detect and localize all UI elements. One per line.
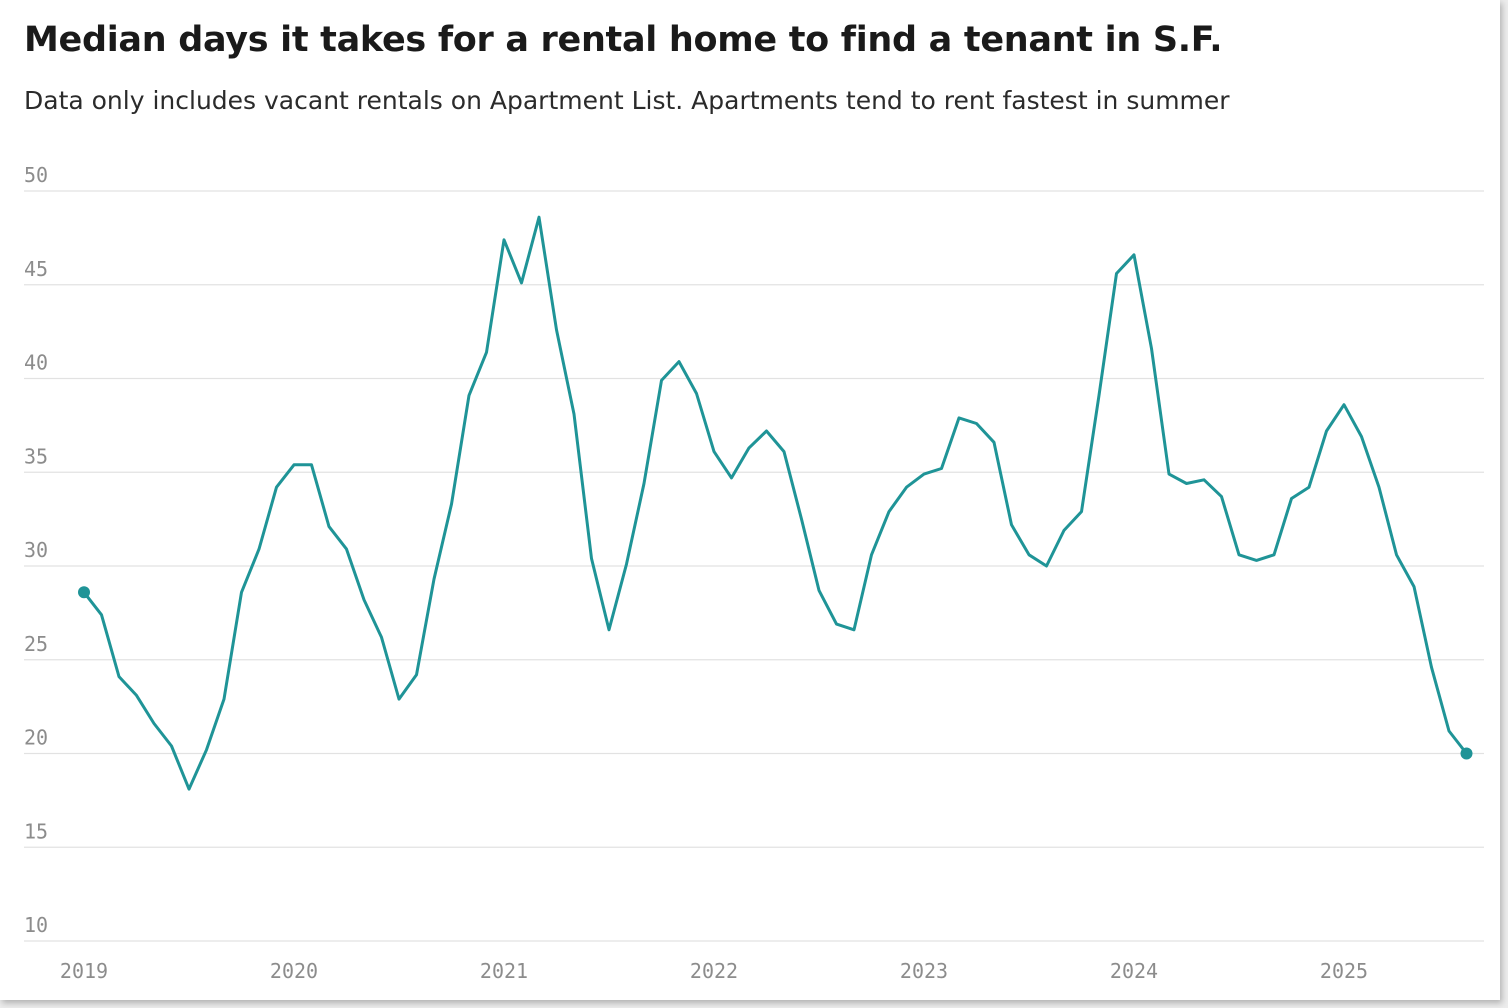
x-tick-label: 2022 — [690, 959, 738, 983]
y-tick-label: 50 — [24, 163, 48, 187]
y-tick-label: 20 — [24, 726, 48, 750]
start-point-marker — [78, 586, 90, 599]
series-line — [82, 215, 1468, 791]
y-tick-label: 25 — [24, 632, 48, 656]
y-tick-label: 30 — [24, 538, 48, 562]
y-tick-label: 40 — [24, 351, 48, 375]
y-tick-label: 35 — [24, 444, 48, 468]
x-tick-label: 2025 — [1320, 959, 1368, 983]
x-tick-label: 2020 — [270, 959, 318, 983]
y-tick-label: 10 — [24, 913, 48, 937]
end-point-marker — [1460, 747, 1473, 760]
x-tick-label: 2021 — [480, 959, 528, 983]
y-tick-label: 15 — [24, 819, 48, 843]
x-tick-label: 2024 — [1110, 959, 1158, 983]
chart-title: Median days it takes for a rental home t… — [24, 20, 1223, 60]
y-tick-label: 45 — [24, 257, 48, 281]
x-tick-label: 2019 — [60, 959, 108, 983]
x-tick-label: 2023 — [900, 959, 948, 983]
chart-subtitle: Data only includes vacant rentals on Apa… — [24, 86, 1230, 115]
